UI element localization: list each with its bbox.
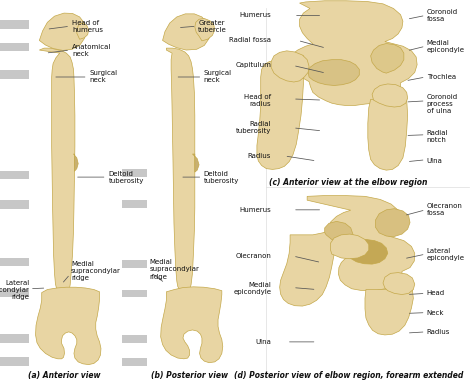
FancyBboxPatch shape	[122, 200, 147, 208]
Polygon shape	[348, 239, 388, 264]
Polygon shape	[39, 48, 75, 296]
Polygon shape	[271, 51, 309, 82]
FancyBboxPatch shape	[122, 260, 147, 268]
Text: Humerus: Humerus	[239, 207, 271, 213]
FancyBboxPatch shape	[0, 70, 29, 79]
Text: Lateral
supracondylar
ridge: Lateral supracondylar ridge	[0, 280, 29, 300]
Polygon shape	[325, 221, 353, 243]
Text: Humerus: Humerus	[239, 12, 271, 18]
Text: Radial
tuberosity: Radial tuberosity	[236, 121, 271, 134]
Polygon shape	[372, 84, 408, 107]
Polygon shape	[371, 44, 404, 73]
Polygon shape	[375, 209, 410, 237]
FancyBboxPatch shape	[0, 289, 29, 297]
Text: Ulna: Ulna	[255, 339, 271, 345]
FancyBboxPatch shape	[0, 200, 29, 209]
FancyBboxPatch shape	[0, 258, 29, 266]
Polygon shape	[192, 154, 199, 172]
Polygon shape	[73, 154, 78, 171]
Text: Surgical
neck: Surgical neck	[89, 70, 117, 84]
Polygon shape	[280, 227, 336, 306]
Text: Greater
tubercle: Greater tubercle	[198, 20, 227, 33]
Polygon shape	[166, 48, 195, 293]
Text: Radial fossa: Radial fossa	[229, 37, 271, 44]
Polygon shape	[257, 55, 303, 169]
Text: (c) Anterior view at the elbow region: (c) Anterior view at the elbow region	[269, 178, 428, 187]
Text: Anatomical
neck: Anatomical neck	[72, 44, 111, 57]
Text: Olecranon
fossa: Olecranon fossa	[427, 203, 463, 216]
Text: Olecranon: Olecranon	[235, 253, 271, 259]
Text: Neck: Neck	[427, 310, 444, 316]
Polygon shape	[307, 196, 415, 291]
Text: Radius: Radius	[248, 153, 271, 159]
Text: Deltoid
tuberosity: Deltoid tuberosity	[109, 171, 144, 184]
Polygon shape	[77, 23, 89, 39]
FancyBboxPatch shape	[122, 335, 147, 343]
FancyBboxPatch shape	[0, 43, 29, 51]
Text: Medial
supracondylar
ridge: Medial supracondylar ridge	[149, 259, 199, 280]
Polygon shape	[368, 99, 408, 170]
Text: Coronoid
process
of ulna: Coronoid process of ulna	[427, 94, 458, 114]
Polygon shape	[163, 14, 210, 50]
FancyBboxPatch shape	[122, 290, 147, 297]
Text: (a) Anterior view: (a) Anterior view	[28, 372, 100, 380]
Polygon shape	[39, 13, 86, 50]
FancyBboxPatch shape	[0, 357, 29, 366]
Polygon shape	[36, 287, 101, 365]
Text: Medial
supracondylar
ridge: Medial supracondylar ridge	[71, 261, 121, 281]
Polygon shape	[289, 1, 417, 105]
Polygon shape	[161, 287, 223, 363]
Polygon shape	[383, 273, 415, 295]
Text: Ulna: Ulna	[427, 157, 442, 164]
FancyBboxPatch shape	[0, 171, 29, 179]
Text: Surgical
neck: Surgical neck	[204, 70, 232, 84]
Text: Capitulum: Capitulum	[235, 62, 271, 69]
FancyBboxPatch shape	[0, 334, 29, 343]
Polygon shape	[330, 234, 369, 259]
Polygon shape	[195, 18, 215, 41]
Text: Lateral
epicondyle: Lateral epicondyle	[427, 248, 465, 261]
Text: Radius: Radius	[427, 329, 450, 335]
Text: Head: Head	[427, 290, 445, 296]
Text: (d) Posterior view of elbow region, forearm extended: (d) Posterior view of elbow region, fore…	[234, 372, 463, 380]
Polygon shape	[365, 290, 413, 335]
Text: Head of
radius: Head of radius	[244, 94, 271, 107]
Text: Trochlea: Trochlea	[427, 74, 456, 80]
Text: Head of
humerus: Head of humerus	[72, 20, 103, 33]
Text: Coronoid
fossa: Coronoid fossa	[427, 9, 458, 22]
Text: Radial
notch: Radial notch	[427, 130, 448, 143]
Text: (b) Posterior view: (b) Posterior view	[151, 372, 228, 380]
Text: Medial
epicondyle: Medial epicondyle	[233, 282, 271, 295]
FancyBboxPatch shape	[0, 20, 29, 29]
Text: Medial
epicondyle: Medial epicondyle	[427, 40, 465, 53]
Polygon shape	[308, 60, 359, 85]
FancyBboxPatch shape	[122, 358, 147, 366]
Text: Deltoid
tuberosity: Deltoid tuberosity	[204, 171, 239, 184]
FancyBboxPatch shape	[122, 169, 147, 177]
